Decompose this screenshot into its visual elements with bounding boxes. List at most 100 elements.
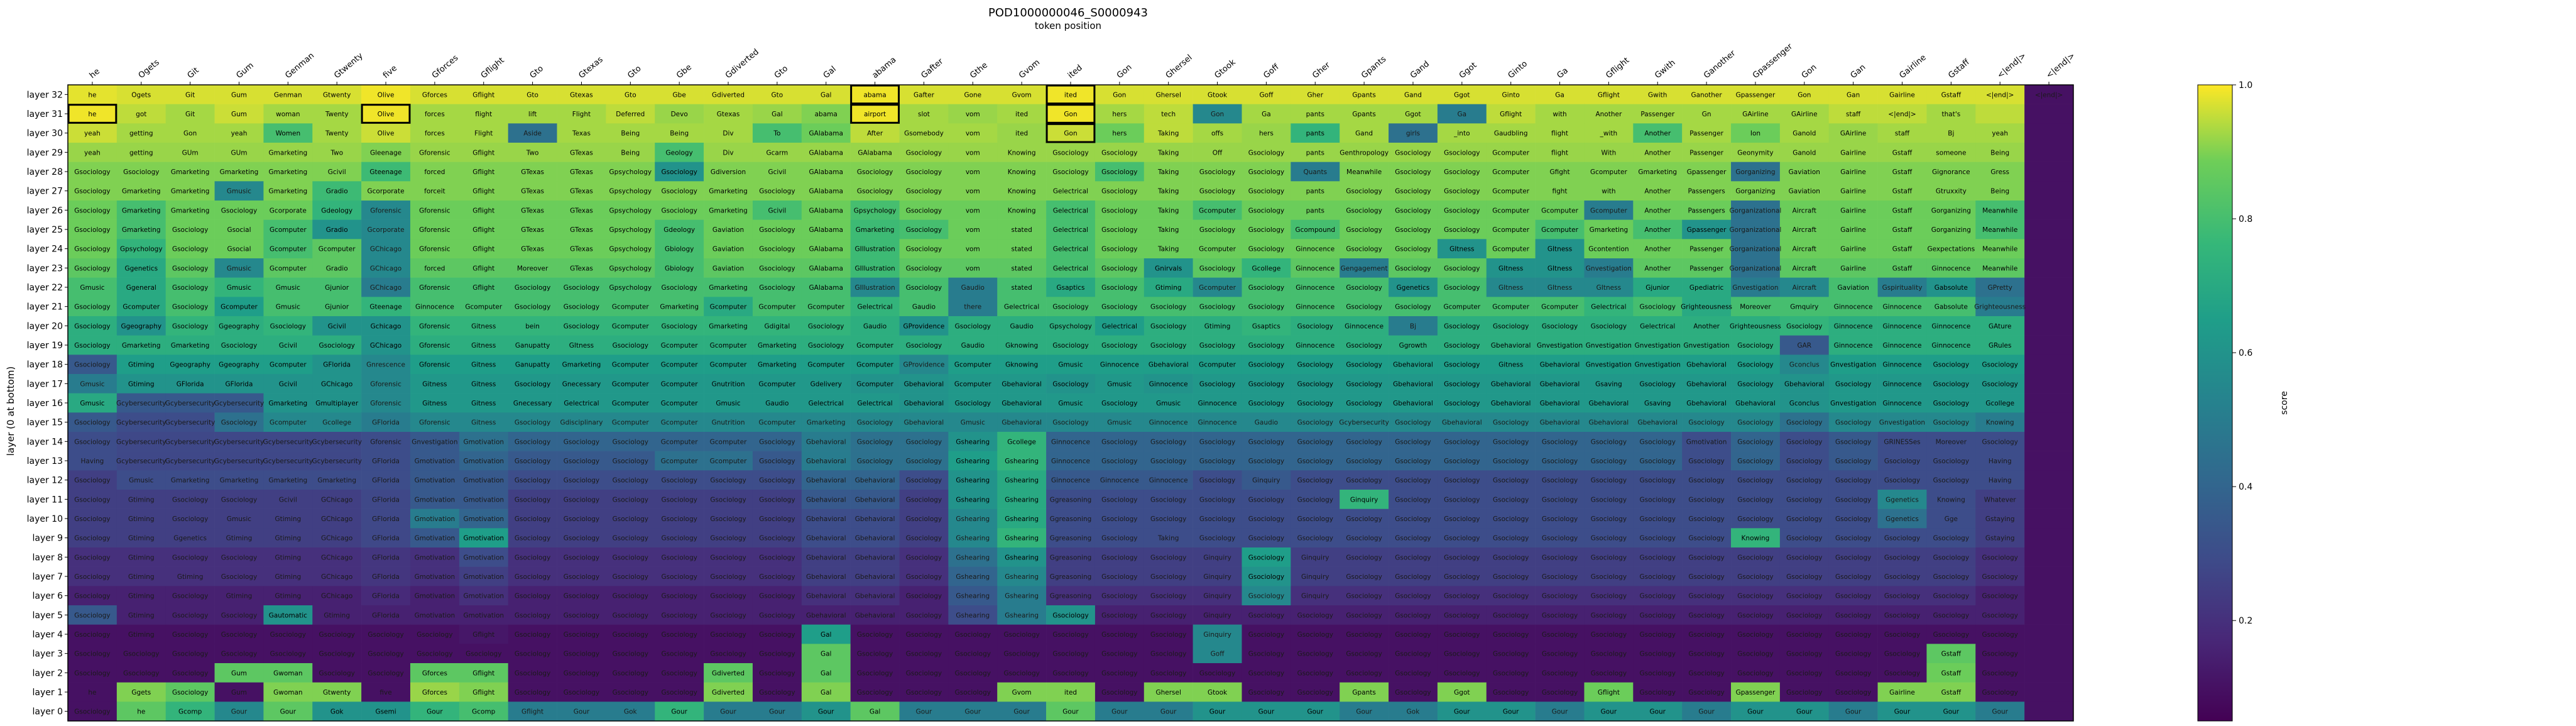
heatmap-cell — [1926, 162, 1976, 182]
heatmap-cell — [1340, 490, 1389, 509]
cell-label: Gelectrical — [1102, 322, 1137, 330]
y-tick-label: layer 21 — [27, 302, 63, 312]
cell-label: Gelectrical — [1053, 246, 1088, 253]
heatmap-cell — [1926, 393, 1976, 413]
heatmap-cell — [508, 219, 557, 239]
cell-label: Gsociology — [1346, 515, 1382, 523]
heatmap-cell — [704, 85, 753, 104]
cell-label: Gorganizational — [1730, 207, 1782, 214]
cell-label: Gcomputer — [270, 265, 307, 272]
heatmap-cell — [850, 239, 900, 259]
heatmap-cell — [312, 277, 362, 297]
cell-label: pants — [1306, 149, 1324, 157]
heatmap-cell — [1535, 316, 1585, 336]
heatmap-cell — [557, 374, 606, 393]
cell-label: Gsociology — [1737, 515, 1773, 523]
cell-label: Ggreasoning — [1050, 593, 1092, 600]
heatmap-cell — [801, 181, 851, 201]
cell-label: Gbehavioral — [1149, 361, 1189, 369]
heatmap-cell — [459, 547, 508, 567]
heatmap-cell — [214, 239, 264, 259]
cell-label: Gsociology — [74, 554, 110, 561]
cell-label: Gmarketing — [660, 304, 699, 311]
heatmap-cell — [1682, 566, 1732, 586]
cell-label: getting — [129, 130, 153, 138]
heatmap-cell — [263, 219, 313, 239]
heatmap-cell — [116, 528, 166, 548]
cell-label: Gbehavioral — [806, 554, 846, 561]
cell-label: Gbehavioral — [1686, 400, 1727, 407]
colorbar-ticks: 0.20.40.60.81.0 — [2232, 80, 2252, 626]
heatmap-cell — [1486, 490, 1536, 509]
cell-label: Gsociology — [1493, 651, 1529, 658]
heatmap-cell — [1633, 181, 1683, 201]
cell-label: Gsociology — [1688, 593, 1724, 600]
heatmap-cell — [312, 219, 362, 239]
cell-label: Ginnocence — [1883, 342, 1922, 349]
heatmap-cell — [1926, 277, 1976, 297]
heatmap-cell — [2024, 528, 2074, 548]
heatmap-cell — [214, 219, 264, 239]
heatmap-cell — [1094, 181, 1145, 201]
cell-label: forced — [424, 168, 445, 176]
heatmap-cell — [1682, 181, 1732, 201]
cell-label: fight — [1553, 188, 1568, 195]
heatmap-cell — [1143, 104, 1193, 124]
cell-label: Aircraft — [1793, 284, 1816, 292]
heatmap-cell — [263, 123, 313, 143]
heatmap-cell — [1291, 624, 1340, 644]
heatmap-cell — [1731, 181, 1781, 201]
cell-label: Gsociology — [1884, 477, 1920, 485]
cell-label: Meanwhile — [1982, 246, 2017, 253]
cell-label: Gsociology — [1640, 593, 1676, 600]
cell-label: Gmotivation — [463, 573, 504, 581]
heatmap-cell — [68, 335, 117, 355]
heatmap-cell — [508, 509, 557, 529]
cell-label: Gelectrical — [809, 400, 844, 407]
cell-label: GFlorida — [372, 535, 400, 542]
cell-label: Gsociology — [1737, 438, 1773, 446]
heatmap-cell — [263, 470, 313, 490]
cell-label: Gsociology — [1297, 419, 1333, 427]
heatmap-cell — [948, 335, 998, 355]
heatmap-cell — [1192, 393, 1242, 413]
chart-title: POD1000000046_S0000943 — [988, 6, 1148, 19]
cell-label: Gsociology — [1444, 284, 1480, 292]
cell-label: Gsociology — [1199, 380, 1235, 388]
cell-label: Gmotivation — [415, 515, 456, 523]
heatmap-cell — [557, 104, 606, 124]
heatmap-cell — [655, 624, 704, 644]
heatmap-cell — [704, 509, 753, 529]
heatmap-cell — [1682, 470, 1732, 490]
heatmap-cell — [312, 393, 362, 413]
heatmap-cell — [1046, 566, 1096, 586]
heatmap-cell — [1437, 335, 1487, 355]
heatmap-cell — [1340, 663, 1389, 683]
heatmap-cell — [1486, 355, 1536, 375]
cell-label: Two — [526, 149, 539, 157]
heatmap-cell — [165, 258, 215, 278]
heatmap-cell — [165, 624, 215, 644]
heatmap-cell — [1046, 432, 1096, 451]
y-tick-label: layer 17 — [27, 379, 63, 389]
heatmap-cell — [899, 566, 949, 586]
cell-label: vom — [966, 226, 980, 234]
cell-label: Gorganizing — [1735, 168, 1775, 176]
heatmap-cell — [1291, 143, 1340, 162]
heatmap-cell — [410, 104, 460, 124]
cell-label: Gbehavioral — [1001, 419, 1042, 427]
heatmap-cell — [1584, 451, 1634, 471]
cell-label: Gnvestigation — [1537, 342, 1583, 349]
heatmap-cell — [1046, 509, 1096, 529]
heatmap-cell — [1291, 374, 1340, 393]
heatmap-cell — [1731, 528, 1781, 548]
heatmap-cell — [1143, 355, 1193, 375]
heatmap-cell — [1340, 219, 1389, 239]
cell-label: Gsociology — [710, 631, 746, 639]
heatmap-cell — [459, 162, 508, 182]
heatmap-cell — [1486, 277, 1536, 297]
cell-label: Gsociology — [1640, 438, 1676, 446]
cell-label: Ginnocence — [1149, 477, 1188, 485]
heatmap-cell — [68, 297, 117, 317]
heatmap-cell — [899, 297, 949, 317]
